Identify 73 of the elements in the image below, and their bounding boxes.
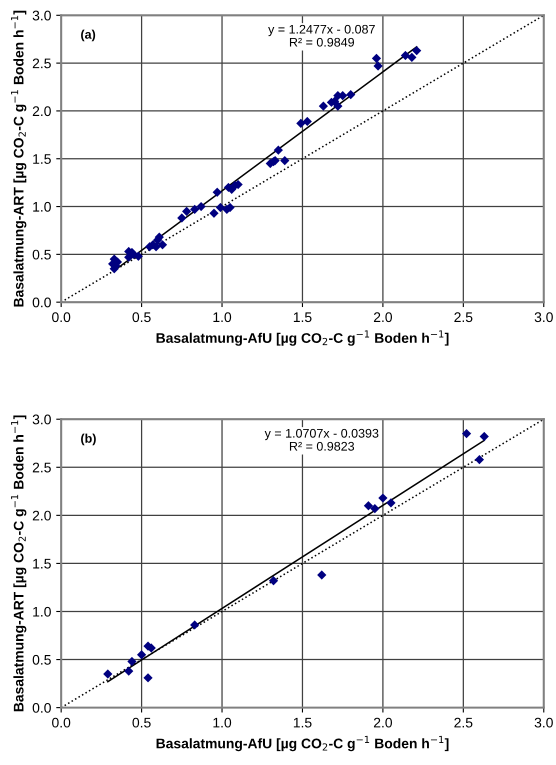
point bbox=[268, 576, 278, 586]
y-tick-label: 2.0 bbox=[32, 510, 51, 521]
x-axis-title: Basalatmung-AfU [µg CO$_{2}$-C g$^{−1}$ Boden h$^{−1}$] bbox=[156, 736, 448, 752]
y-tick-label: 0.0 bbox=[32, 702, 51, 713]
point bbox=[124, 666, 134, 676]
x-tick-label: 2.0 bbox=[374, 718, 392, 728]
y-tick-label: 0.0 bbox=[32, 298, 51, 308]
point bbox=[190, 620, 200, 630]
point bbox=[143, 673, 153, 682]
point bbox=[136, 650, 146, 660]
point bbox=[407, 52, 416, 62]
y-tick-label: 1.0 bbox=[33, 606, 51, 617]
x-tick-label: 2.5 bbox=[454, 718, 472, 728]
point bbox=[462, 429, 472, 438]
annotation: R² = 0.9849 bbox=[290, 38, 354, 47]
point bbox=[190, 204, 200, 214]
point bbox=[474, 454, 484, 464]
y-tick-label: 2.5 bbox=[32, 58, 51, 68]
point bbox=[212, 188, 222, 197]
annotation: (a) bbox=[81, 30, 96, 42]
point bbox=[370, 504, 380, 514]
point bbox=[318, 102, 328, 111]
point bbox=[317, 570, 326, 580]
point bbox=[400, 50, 410, 60]
x-tick-label: 3.0 bbox=[534, 312, 553, 322]
point bbox=[196, 202, 206, 212]
point bbox=[177, 213, 186, 223]
annotation: R² = 0.9823 bbox=[290, 442, 354, 451]
y-tick-label: 1.5 bbox=[33, 558, 51, 569]
annotation: y = 1.0707x - 0.0393 bbox=[264, 428, 378, 440]
point bbox=[364, 501, 374, 510]
x-tick-label: 0.5 bbox=[132, 312, 151, 322]
point bbox=[103, 669, 112, 679]
y-tick-label: 2.5 bbox=[32, 462, 51, 472]
point bbox=[480, 432, 489, 442]
x-tick-label: 0.5 bbox=[132, 718, 151, 728]
x-tick-label: 2.5 bbox=[454, 312, 472, 322]
point bbox=[346, 90, 356, 100]
point bbox=[412, 46, 422, 56]
y-axis-title: Basalatmung-ART [µg CO$_{2}$-C g$^{−1}$ Boden h$^{−1}$] bbox=[11, 415, 26, 712]
point bbox=[302, 116, 312, 126]
point bbox=[372, 54, 382, 63]
x-tick-label: 0.0 bbox=[52, 312, 70, 322]
point bbox=[296, 118, 306, 128]
y-tick-label: 1.0 bbox=[33, 202, 51, 212]
point bbox=[378, 493, 388, 503]
point bbox=[280, 156, 290, 166]
point bbox=[274, 146, 283, 155]
point bbox=[216, 202, 226, 212]
point bbox=[209, 208, 219, 218]
annotation: y = 1.2477x - 0.087 bbox=[268, 24, 375, 36]
y-tick-label: 0.5 bbox=[32, 654, 51, 665]
x-tick-label: 1.5 bbox=[294, 718, 312, 728]
x-tick-label: 3.0 bbox=[534, 718, 553, 728]
annotation: (b) bbox=[81, 434, 96, 446]
x-axis-title: Basalatmung-AfU [µg CO$_{2}$-C g$^{−1}$ Boden h$^{−1}$] bbox=[156, 330, 448, 346]
point bbox=[373, 61, 383, 71]
point bbox=[333, 102, 342, 111]
x-tick-label: 2.0 bbox=[374, 312, 392, 322]
x-tick-label: 1.0 bbox=[213, 718, 232, 728]
point bbox=[158, 240, 168, 250]
y-tick-label: 1.5 bbox=[33, 154, 51, 164]
point bbox=[386, 498, 396, 508]
y-tick-label: 3.0 bbox=[32, 414, 51, 424]
y-axis-title: Basalatmung-ART [µg CO$_{2}$-C g$^{−1}$ Boden h$^{−1}$] bbox=[11, 10, 26, 307]
x-tick-label: 1.0 bbox=[213, 312, 232, 322]
y-tick-label: 3.0 bbox=[32, 10, 51, 20]
point bbox=[182, 206, 192, 216]
y-tick-label: 0.5 bbox=[32, 250, 51, 260]
point bbox=[127, 656, 137, 666]
x-tick-label: 0.0 bbox=[52, 718, 70, 728]
y-tick-label: 2.0 bbox=[32, 106, 51, 116]
x-tick-label: 1.5 bbox=[294, 312, 312, 322]
